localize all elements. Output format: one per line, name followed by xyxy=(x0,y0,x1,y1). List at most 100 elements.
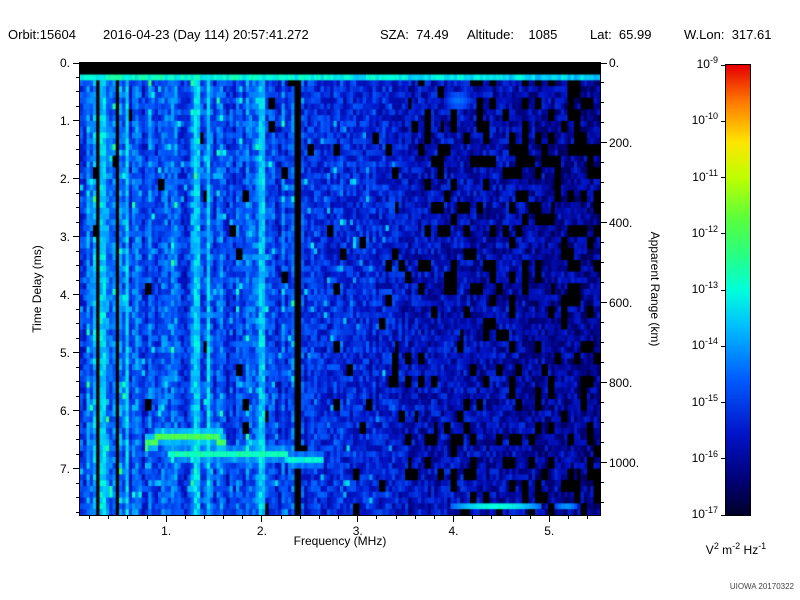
x-minor-tick xyxy=(433,516,435,519)
y2-minor-tick xyxy=(601,342,604,344)
unit-hz: Hz xyxy=(740,543,759,557)
x-minor-tick xyxy=(587,516,589,519)
x-axis-label: Frequency (MHz) xyxy=(293,534,387,548)
x-minor-tick xyxy=(376,516,378,519)
y2-minor-tick xyxy=(601,502,604,504)
colorbar-tick xyxy=(721,233,725,235)
x-minor-tick xyxy=(242,516,244,519)
x-tick xyxy=(452,516,454,522)
x-tick-label: 1. xyxy=(161,524,172,538)
y2-tick-label: 600. xyxy=(609,295,633,310)
x-tick xyxy=(548,516,550,522)
x-minor-tick xyxy=(184,516,186,519)
y2-tick xyxy=(601,222,607,224)
x-minor-tick xyxy=(395,516,397,519)
y-minor-tick xyxy=(76,149,79,151)
y2-minor-tick xyxy=(601,162,604,164)
y2-minor-tick xyxy=(601,262,604,264)
y-tick-label: 5. xyxy=(59,345,70,360)
colorbar-tick xyxy=(721,64,725,66)
y-tick xyxy=(73,236,79,238)
x-tick xyxy=(165,516,167,522)
colorbar-tick xyxy=(721,514,725,516)
x-minor-tick xyxy=(510,516,512,519)
x-minor-tick xyxy=(89,516,91,519)
y2-minor-tick xyxy=(601,122,604,124)
y-tick xyxy=(73,410,79,412)
y-minor-tick xyxy=(76,323,79,325)
unit-hz-exp: -1 xyxy=(758,541,767,551)
colorbar-tick-label: 10-15 xyxy=(691,392,718,409)
y2-minor-tick xyxy=(601,82,604,84)
x-minor-tick xyxy=(472,516,474,519)
x-tick-label: 4. xyxy=(448,524,459,538)
y-minor-tick xyxy=(76,91,79,93)
colorbar-tick-label: 10-14 xyxy=(691,336,718,353)
colorbar-tick xyxy=(721,177,725,178)
unit-v-exp: 2 xyxy=(713,541,719,551)
y-minor-tick xyxy=(76,381,79,383)
x-minor-tick xyxy=(108,516,110,519)
y2-tick-label: 400. xyxy=(609,215,633,230)
y2-axis-label: Apparent Range (km) xyxy=(648,231,662,347)
y2-minor-tick xyxy=(601,282,604,284)
y-minor-tick xyxy=(76,265,79,267)
x-tick xyxy=(357,516,359,522)
y-tick xyxy=(73,294,79,296)
y2-minor-tick xyxy=(601,242,604,244)
y-axis-label: Time Delay (ms) xyxy=(30,245,44,333)
y2-tick xyxy=(601,462,607,464)
colorbar-tick xyxy=(721,402,725,403)
header-orbit: Orbit:15604 xyxy=(8,27,76,42)
colorbar-tick-label: 10-13 xyxy=(691,280,718,297)
unit-v: V xyxy=(705,543,714,557)
y2-tick xyxy=(601,142,607,144)
colorbar-tick xyxy=(721,458,725,460)
y2-minor-tick xyxy=(601,402,604,404)
header-altitude: Altitude: 1085 xyxy=(467,27,558,42)
y-minor-tick xyxy=(76,279,79,281)
y-tick-label: 0. xyxy=(59,56,70,70)
y2-minor-tick xyxy=(601,202,604,204)
y-tick xyxy=(73,120,79,122)
y-minor-tick xyxy=(76,497,79,499)
y-tick xyxy=(73,352,79,354)
colorbar-tick-label: 10-12 xyxy=(691,223,718,240)
x-minor-tick xyxy=(203,516,205,519)
y-minor-tick xyxy=(76,308,79,310)
y2-minor-tick xyxy=(601,422,604,424)
y-minor-tick xyxy=(76,366,79,368)
y2-tick-label: 800. xyxy=(609,375,633,390)
x-minor-tick xyxy=(299,516,301,519)
y-minor-tick xyxy=(76,163,79,165)
y-minor-tick xyxy=(76,439,79,441)
colorbar-canvas xyxy=(726,65,750,515)
x-minor-tick xyxy=(127,516,129,519)
y2-minor-tick xyxy=(601,322,604,324)
colorbar-tick-label: 10-11 xyxy=(692,167,718,184)
unit-m: m xyxy=(718,543,733,557)
colorbar-tick-label: 10-9 xyxy=(696,55,718,72)
x-minor-tick xyxy=(567,516,569,519)
x-tick xyxy=(261,516,263,522)
y2-minor-tick xyxy=(601,362,604,364)
y-tick xyxy=(73,178,79,180)
colorbar-tick-label: 10-10 xyxy=(691,111,718,128)
y-minor-tick xyxy=(76,453,79,455)
x-minor-tick xyxy=(318,516,320,519)
x-minor-tick xyxy=(529,516,531,519)
colorbar-tick-label: 10-16 xyxy=(691,448,718,465)
y-minor-tick xyxy=(76,134,79,136)
y-minor-tick xyxy=(76,511,79,513)
y-tick-label: 7. xyxy=(59,461,70,476)
y-minor-tick xyxy=(76,105,79,107)
x-minor-tick xyxy=(146,516,148,519)
y-minor-tick xyxy=(76,76,79,78)
colorbar-unit-label: V2 m-2 Hz-1 xyxy=(666,541,800,558)
y-minor-tick xyxy=(76,250,79,252)
y-minor-tick xyxy=(76,337,79,339)
header-latitude: Lat: 65.99 xyxy=(590,27,652,42)
colorbar-tick-label: 10-17 xyxy=(691,505,718,522)
y2-tick xyxy=(601,62,607,64)
